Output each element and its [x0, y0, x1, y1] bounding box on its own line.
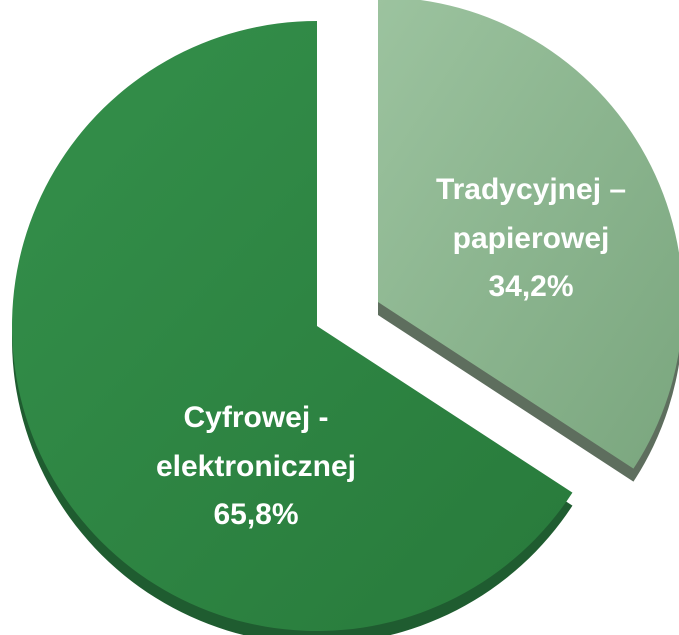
labels-layer: Tradycyjnej – papierowej 34,2% Cyfrowej …	[156, 173, 626, 531]
slice-cyfrowej-elektronicznej	[12, 21, 573, 631]
slice-label-elektronicznej: elektronicznej	[156, 450, 356, 483]
slice-value-tradycyjnej: 34,2%	[488, 270, 573, 303]
slice-label-tradycyjnej: Tradycyjnej –	[436, 173, 626, 206]
slices-layer	[12, 0, 679, 635]
slice-value-cyfrowej: 65,8%	[213, 498, 298, 531]
slice-label-cyfrowej: Cyfrowej -	[183, 401, 328, 434]
slice-label-papierowej: papierowej	[453, 222, 610, 255]
slice-tradycyjnej-papierowej	[378, 0, 679, 469]
